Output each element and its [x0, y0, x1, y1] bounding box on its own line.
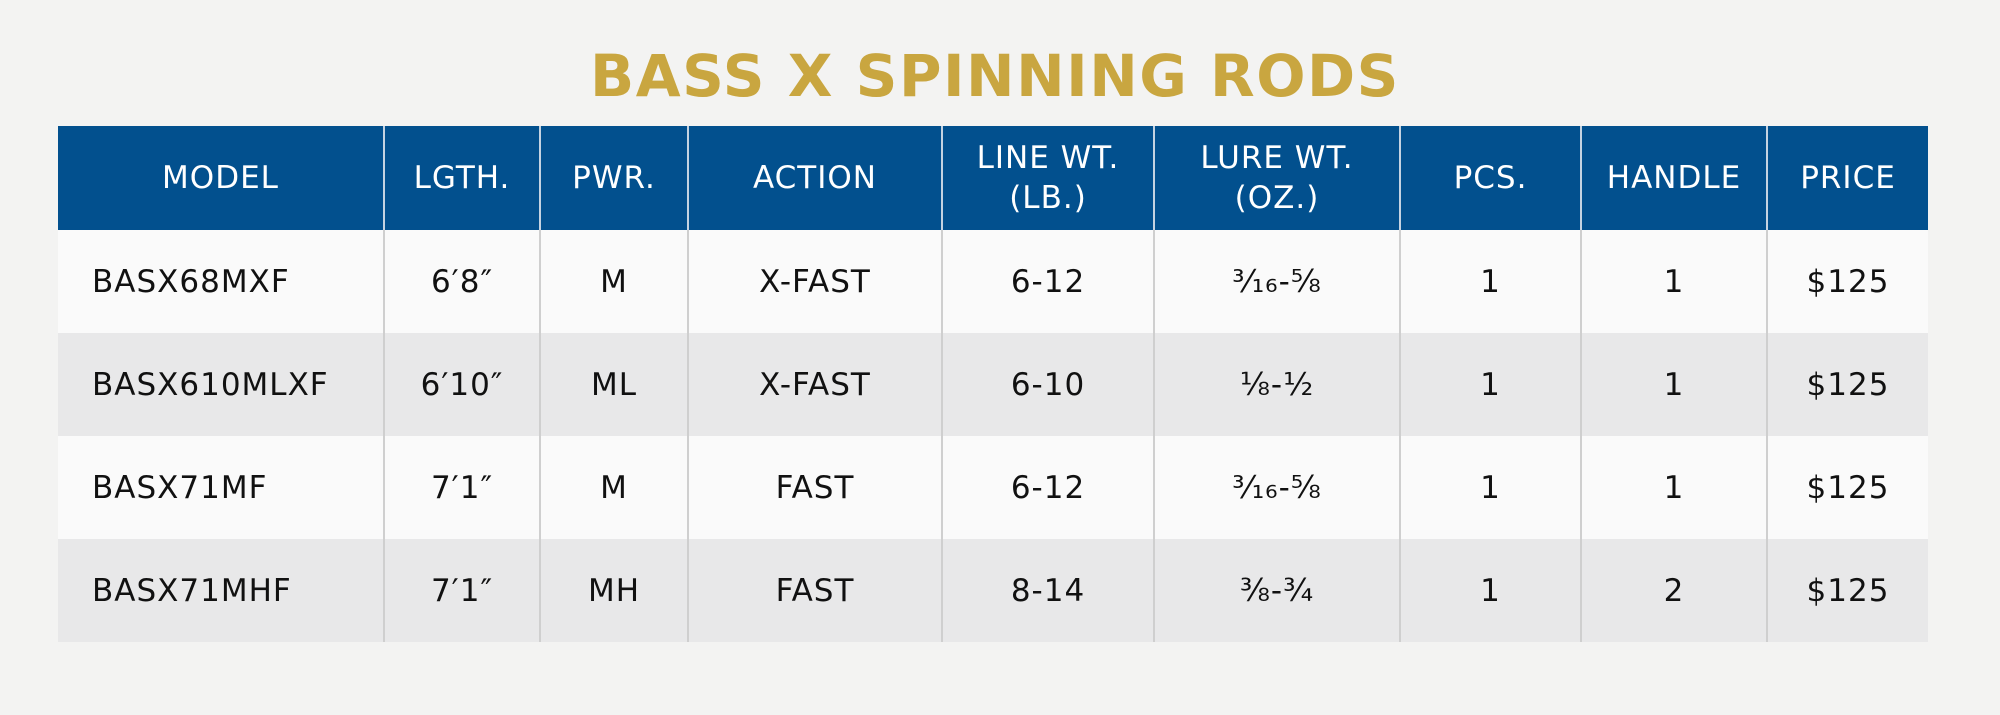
cell-price: $125: [1766, 230, 1928, 333]
cell-line-weight: 6-10: [941, 333, 1154, 436]
header-model: MODEL: [58, 126, 384, 230]
cell-action: X-FAST: [687, 333, 942, 436]
cell-handle: 2: [1580, 539, 1767, 642]
cell-length: 7′1″: [383, 436, 540, 539]
cell-price: $125: [1766, 333, 1928, 436]
cell-pieces: 1: [1399, 539, 1581, 642]
cell-length: 6′8″: [383, 230, 540, 333]
cell-pieces: 1: [1399, 436, 1581, 539]
cell-power: M: [539, 230, 688, 333]
spinning-rods-spec-table: MODEL LGTH. PWR. ACTION LINE WT. (LB.) L…: [58, 126, 1928, 642]
cell-price: $125: [1766, 436, 1928, 539]
cell-handle: 1: [1580, 333, 1767, 436]
cell-lure-weight: ⅛-½: [1153, 333, 1400, 436]
header-pieces: PCS.: [1399, 126, 1581, 230]
cell-model: BASX71MF: [58, 436, 384, 539]
cell-model: BASX71MHF: [58, 539, 384, 642]
header-line-weight-label: LINE WT.: [976, 140, 1120, 176]
cell-length: 7′1″: [383, 539, 540, 642]
cell-lure-weight: ⅜-¾: [1153, 539, 1400, 642]
cell-power: M: [539, 436, 688, 539]
cell-model: BASX610MLXF: [58, 333, 384, 436]
table-body: BASX68MXF 6′8″ M X-FAST 6-12 ³⁄₁₆-⅝ 1 1 …: [58, 230, 1928, 642]
header-handle: HANDLE: [1580, 126, 1767, 230]
cell-action: FAST: [687, 436, 942, 539]
header-power: PWR.: [539, 126, 688, 230]
cell-action: X-FAST: [687, 230, 942, 333]
header-row: MODEL LGTH. PWR. ACTION LINE WT. (LB.) L…: [58, 126, 1928, 230]
header-line-weight: LINE WT. (LB.): [941, 126, 1154, 230]
cell-length: 6′10″: [383, 333, 540, 436]
cell-action: FAST: [687, 539, 942, 642]
cell-line-weight: 6-12: [941, 436, 1154, 539]
cell-handle: 1: [1580, 436, 1767, 539]
cell-pieces: 1: [1399, 333, 1581, 436]
header-price: PRICE: [1766, 126, 1928, 230]
cell-pieces: 1: [1399, 230, 1581, 333]
cell-model: BASX68MXF: [58, 230, 384, 333]
table-row: BASX71MF 7′1″ M FAST 6-12 ³⁄₁₆-⅝ 1 1 $12…: [58, 436, 1928, 539]
cell-handle: 1: [1580, 230, 1767, 333]
page-title: BASS X SPINNING RODS: [590, 42, 1400, 110]
header-lure-weight: LURE WT. (OZ.): [1153, 126, 1400, 230]
table-header: MODEL LGTH. PWR. ACTION LINE WT. (LB.) L…: [58, 126, 1928, 230]
header-action: ACTION: [687, 126, 942, 230]
table-row: BASX68MXF 6′8″ M X-FAST 6-12 ³⁄₁₆-⅝ 1 1 …: [58, 230, 1928, 333]
cell-line-weight: 8-14: [941, 539, 1154, 642]
header-lure-weight-unit: (OZ.): [1234, 180, 1320, 216]
cell-lure-weight: ³⁄₁₆-⅝: [1153, 230, 1400, 333]
header-lure-weight-label: LURE WT.: [1200, 140, 1354, 176]
header-length: LGTH.: [383, 126, 540, 230]
header-line-weight-unit: (LB.): [1009, 180, 1087, 216]
table-row: BASX71MHF 7′1″ MH FAST 8-14 ⅜-¾ 1 2 $125: [58, 539, 1928, 642]
cell-power: ML: [539, 333, 688, 436]
cell-power: MH: [539, 539, 688, 642]
cell-price: $125: [1766, 539, 1928, 642]
table-row: BASX610MLXF 6′10″ ML X-FAST 6-10 ⅛-½ 1 1…: [58, 333, 1928, 436]
cell-lure-weight: ³⁄₁₆-⅝: [1153, 436, 1400, 539]
cell-line-weight: 6-12: [941, 230, 1154, 333]
